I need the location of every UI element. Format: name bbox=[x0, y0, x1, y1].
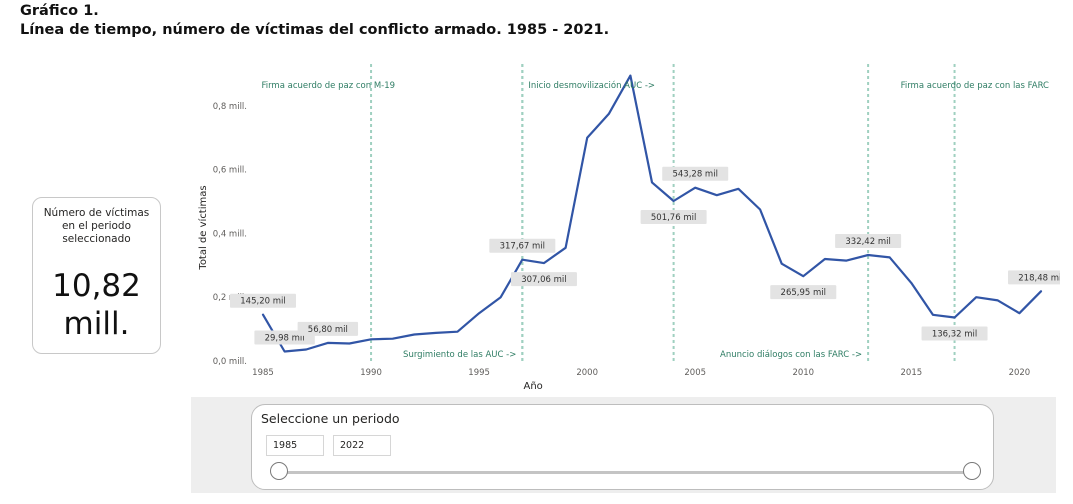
chart-number: Gráfico 1. bbox=[20, 3, 99, 19]
y-tick-label: 0,6 mill. bbox=[213, 166, 247, 176]
data-label: 307,06 mil bbox=[521, 275, 566, 285]
data-label-box bbox=[835, 234, 902, 249]
chart-heading: Gráfico 1. Línea de tiempo, número de ví… bbox=[20, 2, 609, 40]
data-label-box bbox=[297, 321, 359, 336]
x-tick-label: 1990 bbox=[360, 368, 382, 378]
event-annotation: Anuncio diálogos con las FARC -> bbox=[720, 350, 862, 360]
x-tick-label: 2005 bbox=[684, 368, 706, 378]
slider-start-handle[interactable] bbox=[270, 462, 288, 480]
data-label: 317,67 mil bbox=[500, 242, 545, 252]
series-line bbox=[261, 74, 1043, 353]
y-axis-title: Total de víctimas bbox=[197, 185, 209, 270]
event-annotation: Inicio desmovilización AUC -> bbox=[528, 80, 655, 91]
data-label-box bbox=[770, 285, 837, 300]
data-label-box bbox=[489, 238, 556, 253]
line-chart: 0,0 mill. 0,2 mill. 0,4 mill. 0,6 mill. 0,8 … bbox=[197, 64, 1060, 392]
y-tick-label: 0,0 mill. bbox=[213, 357, 247, 367]
x-tick-label: 2015 bbox=[901, 368, 923, 378]
event-annotation: Firma acuerdo de paz con M-19 bbox=[261, 81, 395, 91]
slider-track[interactable] bbox=[280, 471, 972, 474]
data-label: 543,28 mil bbox=[672, 170, 717, 180]
x-tick-label: 2000 bbox=[576, 368, 598, 378]
data-label: 332,42 mil bbox=[845, 237, 890, 247]
y-tick-label: 0,8 mill. bbox=[213, 102, 247, 112]
kpi-card: Número de víctimas en el periodo selecci… bbox=[32, 197, 161, 354]
y-tick-label: 0,4 mill. bbox=[213, 229, 247, 239]
data-label: 29,98 mil bbox=[265, 333, 305, 343]
event-annotation: Firma acuerdo de paz con las FARC bbox=[901, 81, 1049, 91]
data-label-box bbox=[640, 209, 707, 224]
data-label-box bbox=[921, 326, 988, 341]
start-year-input[interactable]: 1985 bbox=[266, 435, 324, 456]
x-tick-label: 1985 bbox=[252, 368, 274, 378]
x-tick-label: 2010 bbox=[792, 368, 814, 378]
data-label: 265,95 mil bbox=[781, 288, 826, 298]
data-label-box bbox=[230, 293, 296, 308]
data-label-box bbox=[1008, 270, 1060, 285]
end-year-input[interactable]: 2022 bbox=[333, 435, 391, 456]
x-tick-label: 1995 bbox=[468, 368, 490, 378]
period-slicer: Seleccione un periodo 1985 2022 bbox=[251, 404, 994, 490]
kpi-value: 10,82 mill. bbox=[52, 268, 141, 342]
y-tick-label: 0,2 mill. bbox=[213, 293, 247, 303]
data-label: 218,48 mil bbox=[1018, 273, 1060, 283]
slicer-title: Seleccione un periodo bbox=[261, 411, 400, 426]
slider-end-handle[interactable] bbox=[963, 462, 981, 480]
event-annotation: Surgimiento de las AUC -> bbox=[403, 350, 516, 360]
data-label: 56,80 mil bbox=[308, 325, 348, 335]
data-label-box bbox=[510, 272, 577, 287]
kpi-label: Número de víctimas en el periodo selecci… bbox=[43, 207, 150, 245]
data-label-box bbox=[662, 166, 729, 181]
data-label: 145,20 mil bbox=[240, 297, 285, 307]
x-tick-label: 2020 bbox=[1009, 368, 1031, 378]
chart-title: Línea de tiempo, número de víctimas del … bbox=[20, 22, 610, 38]
x-axis-title: Año bbox=[523, 381, 542, 392]
data-label: 136,32 mil bbox=[932, 330, 977, 340]
data-label: 501,76 mil bbox=[651, 213, 696, 223]
